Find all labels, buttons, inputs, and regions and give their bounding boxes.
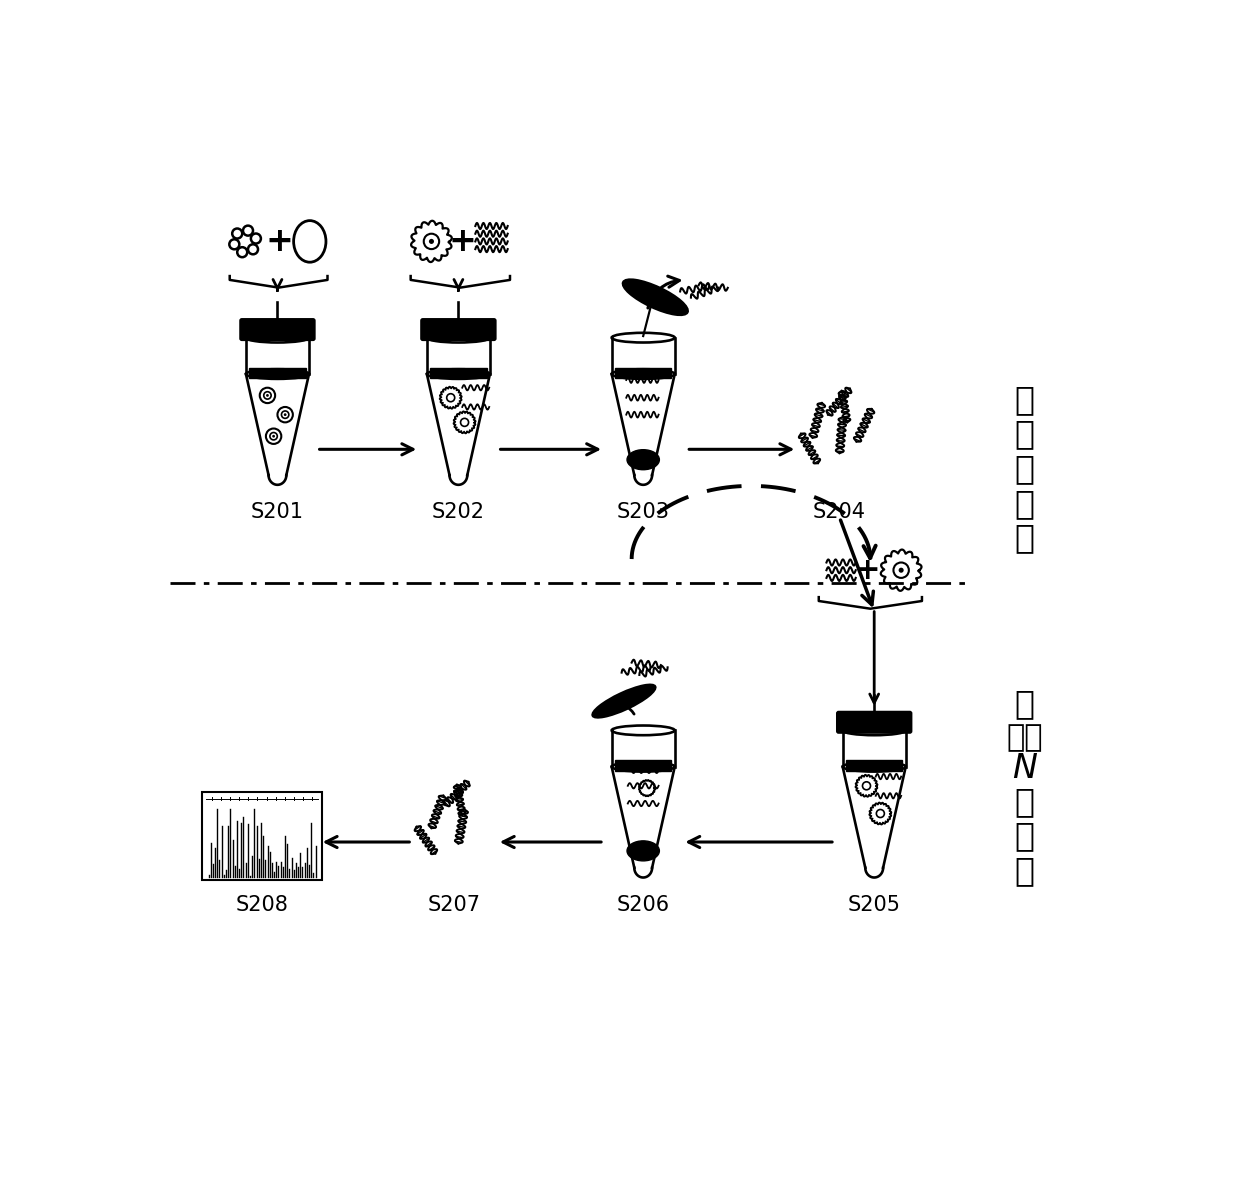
Text: +: + [265, 225, 293, 258]
Text: 轮: 轮 [1014, 785, 1034, 818]
Text: N: N [1012, 752, 1037, 785]
FancyBboxPatch shape [837, 712, 911, 733]
Circle shape [899, 567, 904, 573]
Text: 筛: 筛 [1014, 819, 1034, 852]
Text: 选: 选 [1014, 521, 1034, 554]
Text: S205: S205 [848, 895, 900, 915]
Text: 选: 选 [1014, 854, 1034, 887]
Circle shape [429, 239, 434, 244]
FancyBboxPatch shape [241, 320, 315, 340]
Polygon shape [430, 367, 486, 378]
Text: S204: S204 [813, 502, 866, 522]
Polygon shape [846, 760, 903, 771]
Polygon shape [615, 760, 672, 771]
Circle shape [273, 435, 275, 438]
Ellipse shape [593, 684, 656, 718]
FancyBboxPatch shape [422, 320, 496, 340]
Circle shape [267, 394, 269, 397]
Ellipse shape [627, 841, 660, 861]
Text: S206: S206 [616, 895, 670, 915]
Text: S203: S203 [616, 502, 670, 522]
Text: 筛: 筛 [1014, 487, 1034, 520]
Polygon shape [615, 367, 672, 378]
Ellipse shape [622, 279, 688, 315]
Text: 一: 一 [1014, 418, 1034, 450]
Text: S201: S201 [250, 502, 304, 522]
Text: 二至: 二至 [1006, 723, 1043, 753]
Text: +: + [856, 555, 880, 585]
Text: S208: S208 [236, 895, 289, 915]
Text: 第: 第 [1014, 687, 1034, 720]
Circle shape [284, 413, 286, 416]
Text: 第: 第 [1014, 382, 1034, 416]
Text: S202: S202 [432, 502, 485, 522]
Text: +: + [449, 225, 476, 258]
Bar [202, 792, 321, 880]
Ellipse shape [627, 450, 660, 470]
Text: S207: S207 [428, 895, 481, 915]
Polygon shape [249, 367, 306, 378]
Text: 轮: 轮 [1014, 452, 1034, 485]
